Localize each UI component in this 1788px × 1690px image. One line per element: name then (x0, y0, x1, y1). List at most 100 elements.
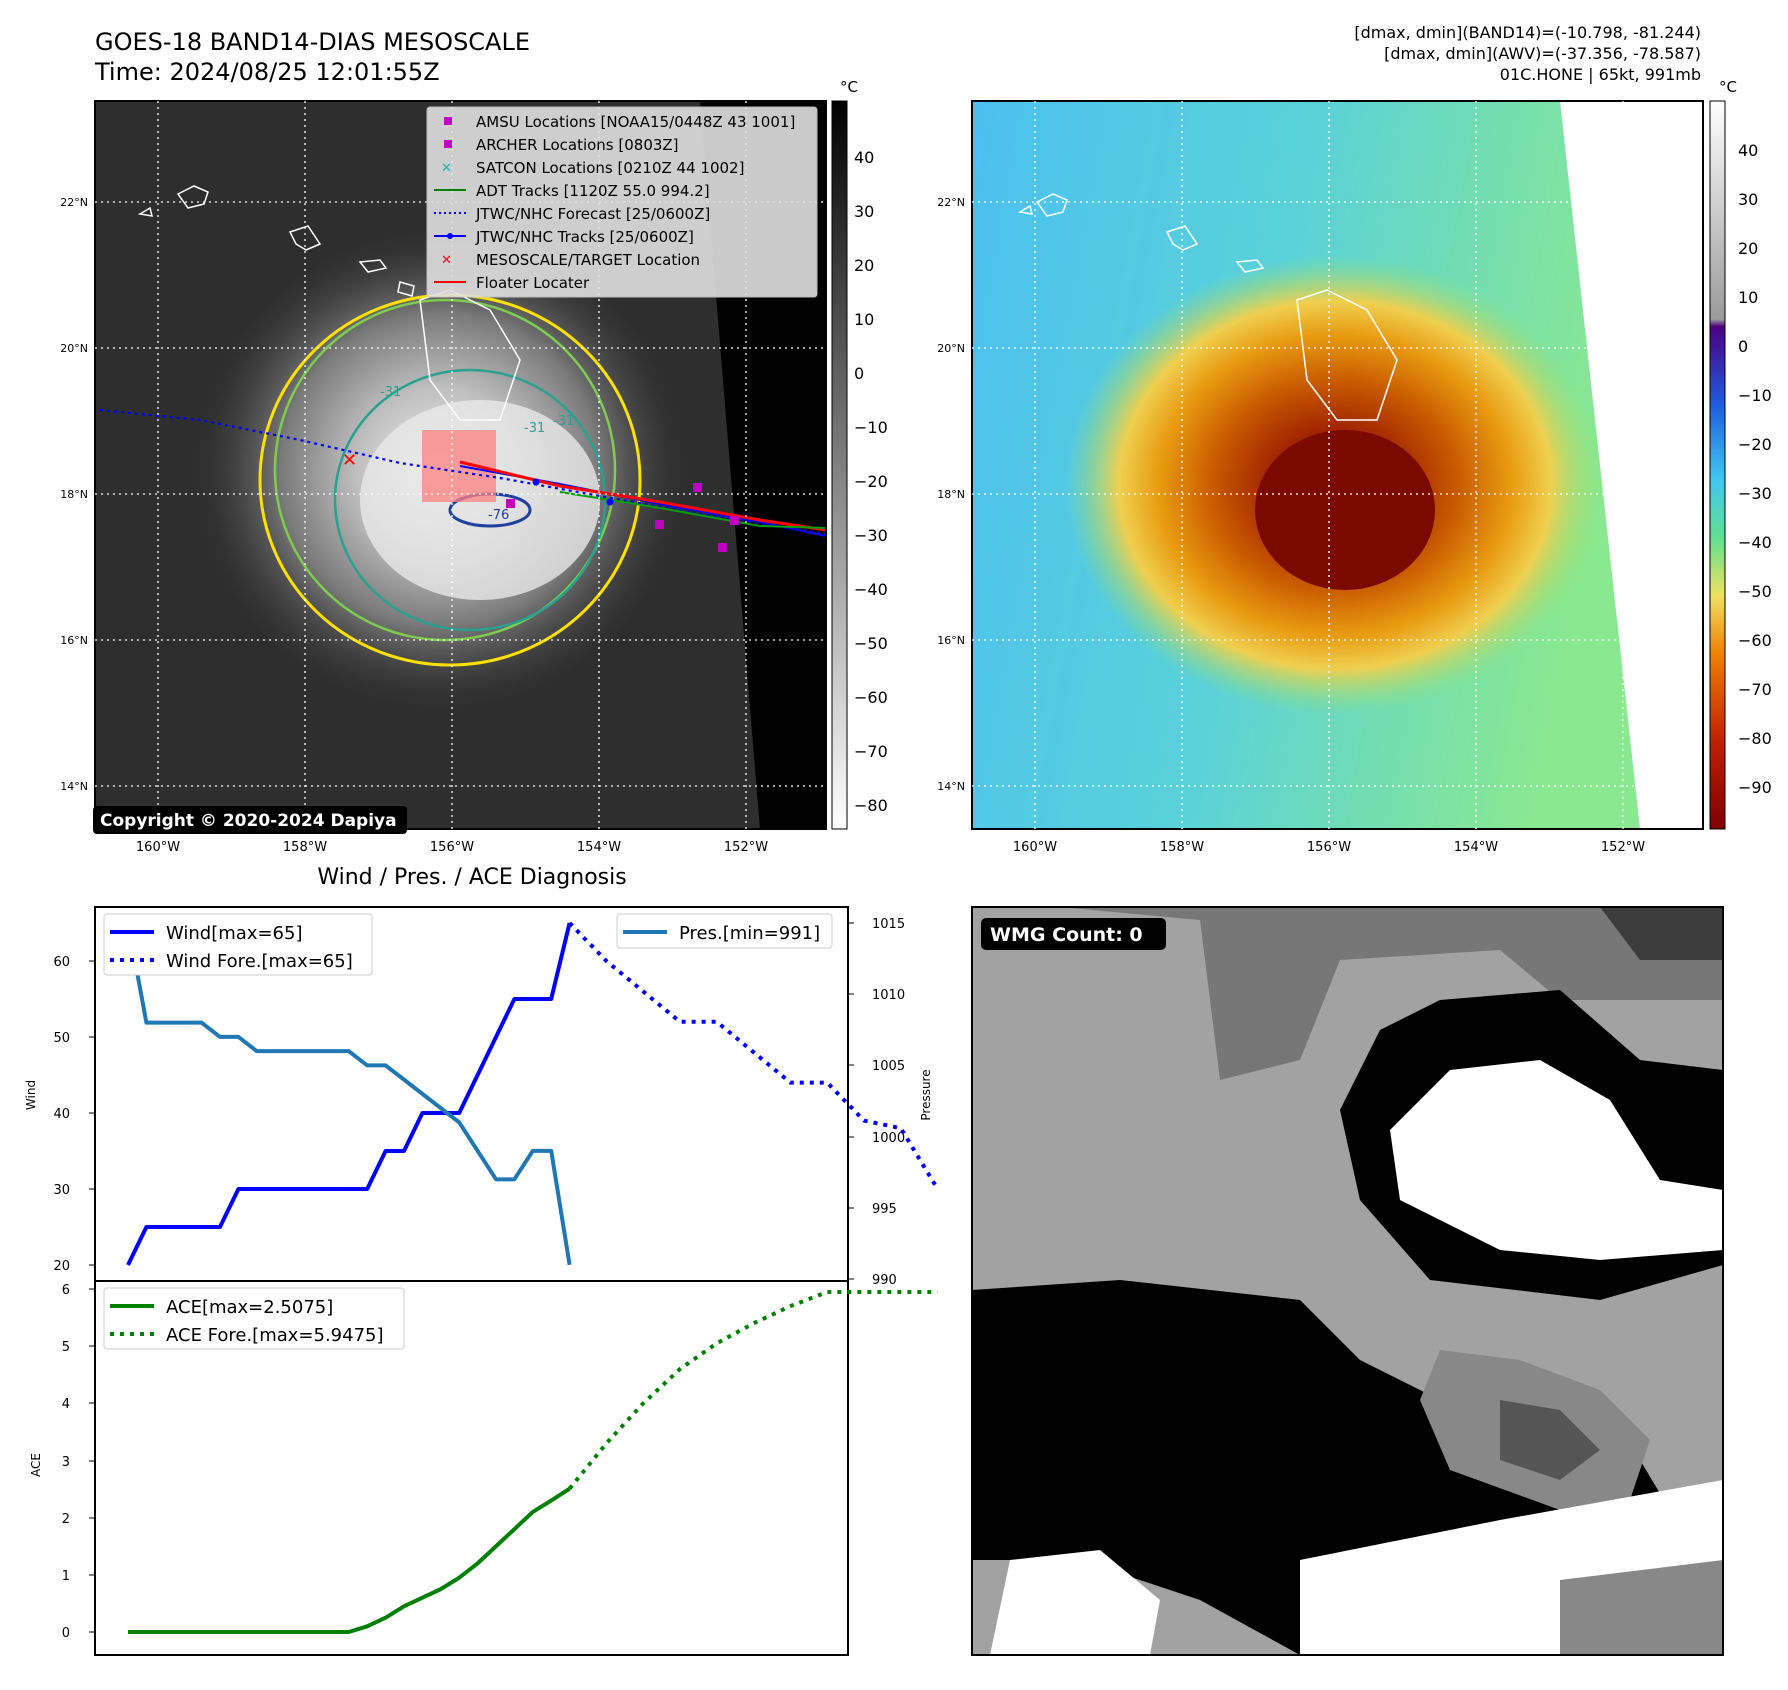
legend-ace-fore: ACE Fore.[max=5.9475] (166, 1325, 384, 1346)
svg-text:22°N: 22°N (60, 196, 88, 209)
colorbar-band14 (831, 100, 848, 830)
svg-text:20: 20 (53, 1259, 70, 1274)
map-awv-gridlines (972, 101, 1703, 829)
svg-text:−10: −10 (1738, 386, 1772, 405)
map-awv-lon-ticks: 160°W 158°W 156°W 154°W 152°W (1013, 840, 1645, 855)
svg-text:158°W: 158°W (283, 840, 327, 855)
colorbar-awv-ticks: 40 30 20 10 0 −10 −20 −30 −40 −50 −60 −7… (1738, 141, 1772, 797)
svg-text:0: 0 (1738, 337, 1748, 356)
map-band14-frame (94, 100, 827, 830)
svg-text:16°N: 16°N (60, 634, 88, 647)
svg-text:−70: −70 (854, 742, 888, 761)
legend-floater: Floater Locater (476, 274, 590, 292)
legend-target: MESOSCALE/TARGET Location (476, 251, 700, 269)
wind-forecast-line (568, 921, 940, 1191)
map-awv-lat-ticks: 22°N 20°N 18°N 16°N 14°N (937, 196, 965, 793)
svg-text:−20: −20 (854, 472, 888, 491)
ace-legend: ACE[max=2.5075] ACE Fore.[max=5.9475] (103, 1287, 405, 1350)
copyright-badge (93, 806, 407, 834)
pressure-line (126, 922, 572, 1266)
svg-text:✕: ✕ (441, 253, 452, 268)
svg-text:10: 10 (1738, 288, 1758, 307)
ace-ylabel: ACE (29, 1453, 43, 1477)
svg-text:60: 60 (53, 955, 70, 970)
svg-text:40: 40 (854, 148, 874, 167)
legend-amsu: AMSU Locations [NOAA15/0448Z 43 1001] (476, 113, 795, 131)
svg-text:1: 1 (62, 1569, 70, 1584)
svg-text:−60: −60 (1738, 631, 1772, 650)
svg-text:6: 6 (62, 1283, 70, 1298)
info-band14: [dmax, dmin](BAND14)=(-10.798, -81.244) (1354, 23, 1701, 42)
svg-text:20: 20 (854, 256, 874, 275)
figure-time: Time: 2024/08/25 12:01:55Z (94, 58, 440, 86)
svg-text:22°N: 22°N (937, 196, 965, 209)
pressure-yticks: 1015 1010 1005 1000 995 990 (872, 917, 905, 1288)
svg-text:30: 30 (53, 1183, 70, 1198)
svg-text:1015: 1015 (872, 917, 905, 932)
svg-text:−60: −60 (854, 688, 888, 707)
legend-archer: ARCHER Locations [0803Z] (476, 136, 679, 154)
svg-text:20: 20 (1738, 239, 1758, 258)
ace-forecast-line (568, 1290, 938, 1490)
map-band14-lat-ticks: 22°N 20°N 18°N 16°N 14°N (60, 196, 88, 793)
pressure-tickmarks (848, 922, 854, 1280)
svg-text:995: 995 (872, 1202, 897, 1217)
svg-text:18°N: 18°N (937, 488, 965, 501)
svg-text:−40: −40 (854, 580, 888, 599)
wind-pressure-series (126, 921, 940, 1266)
legend-pres: Pres.[min=991] (679, 923, 820, 944)
svg-text:1010: 1010 (872, 988, 905, 1003)
svg-text:152°W: 152°W (1601, 840, 1645, 855)
svg-text:✕: ✕ (441, 161, 452, 176)
svg-text:156°W: 156°W (430, 840, 474, 855)
svg-text:160°W: 160°W (1013, 840, 1057, 855)
legend-forecast: JTWC/NHC Forecast [25/0600Z] (475, 205, 710, 223)
svg-text:−40: −40 (1738, 533, 1772, 552)
colorbar-awv (1709, 100, 1726, 830)
svg-text:40: 40 (1738, 141, 1758, 160)
svg-text:14°N: 14°N (937, 780, 965, 793)
svg-text:20°N: 20°N (937, 342, 965, 355)
wmg-frame (971, 906, 1724, 1656)
ace-series (128, 1290, 938, 1634)
svg-text:30: 30 (854, 202, 874, 221)
svg-text:−30: −30 (1738, 484, 1772, 503)
ace-panel (94, 1280, 849, 1656)
svg-text:10: 10 (854, 310, 874, 329)
svg-text:50: 50 (53, 1031, 70, 1046)
svg-text:5: 5 (62, 1340, 70, 1355)
svg-text:152°W: 152°W (724, 840, 768, 855)
wind-tickmarks (89, 960, 95, 1266)
svg-text:3: 3 (62, 1455, 70, 1470)
svg-text:1005: 1005 (872, 1059, 905, 1074)
svg-text:−80: −80 (1738, 729, 1772, 748)
svg-text:1000: 1000 (872, 1131, 905, 1146)
wmg-panel (972, 907, 1723, 1655)
wind-yticks: 60 50 40 30 20 (53, 955, 70, 1274)
wmg-count: WMG Count: 0 (990, 924, 1143, 946)
svg-text:−50: −50 (1738, 582, 1772, 601)
ace-yticks: 6 5 4 3 2 1 0 (62, 1283, 70, 1641)
map-awv-frame (971, 100, 1704, 830)
legend-ace: ACE[max=2.5075] (166, 1297, 333, 1318)
svg-text:154°W: 154°W (1454, 840, 1498, 855)
svg-text:4: 4 (62, 1397, 70, 1412)
wind-line (126, 922, 572, 1266)
wind-ylabel: Wind (24, 1080, 38, 1110)
wmg-badge (981, 918, 1166, 950)
ace-tickmarks (89, 1288, 95, 1633)
svg-text:30: 30 (1738, 190, 1758, 209)
svg-text:−90: −90 (1738, 778, 1772, 797)
svg-text:−50: −50 (854, 634, 888, 653)
legend-tracks: JTWC/NHC Tracks [25/0600Z] (475, 228, 694, 246)
svg-text:−70: −70 (1738, 680, 1772, 699)
svg-text:✕: ✕ (342, 450, 357, 471)
svg-text:0: 0 (62, 1626, 70, 1641)
svg-text:990: 990 (872, 1273, 897, 1288)
svg-text:2: 2 (62, 1512, 70, 1527)
svg-text:−30: −30 (854, 526, 888, 545)
legend-satcon: SATCON Locations [0210Z 44 1002] (476, 159, 744, 177)
colorbar-unit: °C (840, 78, 858, 96)
svg-text:−10: −10 (854, 418, 888, 437)
copyright-text: Copyright © 2020-2024 Dapiya (100, 811, 397, 831)
